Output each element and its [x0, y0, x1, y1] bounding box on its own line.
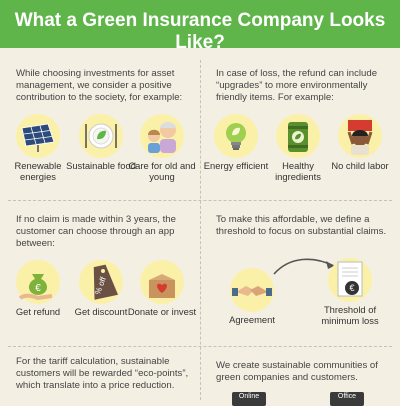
row-divider-1 — [8, 200, 392, 201]
item-label: Get discount — [74, 306, 128, 317]
section-threshold-text: To make this affordable, we define a thr… — [216, 214, 387, 237]
item-get-refund: € Get refund — [2, 260, 74, 317]
section-eco-points-text: For the tariff calculation, sustainable … — [16, 356, 189, 391]
item-label: Threshold of minimum loss — [321, 304, 379, 326]
section-upgrades-text: In case of loss, the refund can include … — [216, 68, 378, 103]
online-label: Online — [238, 393, 260, 400]
item-label: Healthy ingredients — [275, 160, 321, 182]
office-sign: Office — [330, 392, 364, 406]
row-divider-2 — [8, 346, 392, 347]
solar-panel-icon — [16, 114, 60, 158]
item-label: Care for old and young — [128, 160, 196, 182]
item-no-child-labor: No child labor — [324, 114, 396, 171]
item-energy-efficient: Energy efficient — [200, 114, 272, 171]
item-sustainable-food: Sustainable food — [65, 114, 137, 171]
can-leaf-icon — [276, 114, 320, 158]
section-communities-text: We create sustainable communities of gre… — [216, 360, 378, 383]
online-sign: Online — [232, 392, 266, 406]
section-investments-text: While choosing investments for asset man… — [16, 68, 183, 103]
light-bulb-icon — [214, 114, 258, 158]
child-worker-icon — [338, 114, 382, 158]
item-care-old-young: Care for old and young — [126, 114, 198, 182]
handshake-icon — [230, 268, 274, 312]
section-no-claim-text: If no claim is made within 3 years, the … — [16, 214, 176, 249]
item-agreement: Agreement — [216, 268, 288, 325]
item-label: Renewable energies — [14, 160, 62, 182]
item-donate-invest: Donate or invest — [126, 260, 198, 317]
column-divider — [200, 60, 201, 400]
elderly-child-icon — [140, 114, 184, 158]
svg-text:€: € — [349, 283, 354, 293]
donation-box-icon — [140, 260, 184, 304]
title-banner: What a Green Insurance Company Looks Lik… — [0, 0, 400, 53]
money-bag-icon: € — [16, 260, 60, 304]
item-label: Sustainable food — [66, 160, 136, 171]
document-euro-icon: € — [328, 258, 372, 302]
office-label: Office — [337, 393, 357, 400]
item-healthy-ingredients: Healthy ingredients — [262, 114, 334, 182]
item-label: Donate or invest — [127, 306, 197, 317]
item-label: Energy efficient — [203, 160, 269, 171]
svg-text:€: € — [35, 283, 41, 294]
item-label: No child labor — [331, 160, 389, 171]
plate-leaf-icon — [79, 114, 123, 158]
item-get-discount: % off Get discount — [65, 260, 137, 317]
item-label: Agreement — [229, 314, 275, 325]
item-renewable-energies: Renewable energies — [2, 114, 74, 182]
discount-tag-icon: % off — [79, 260, 123, 304]
item-label: Get refund — [15, 306, 61, 317]
item-threshold: € Threshold of minimum loss — [314, 258, 386, 326]
page-title: What a Green Insurance Company Looks Lik… — [14, 10, 386, 53]
